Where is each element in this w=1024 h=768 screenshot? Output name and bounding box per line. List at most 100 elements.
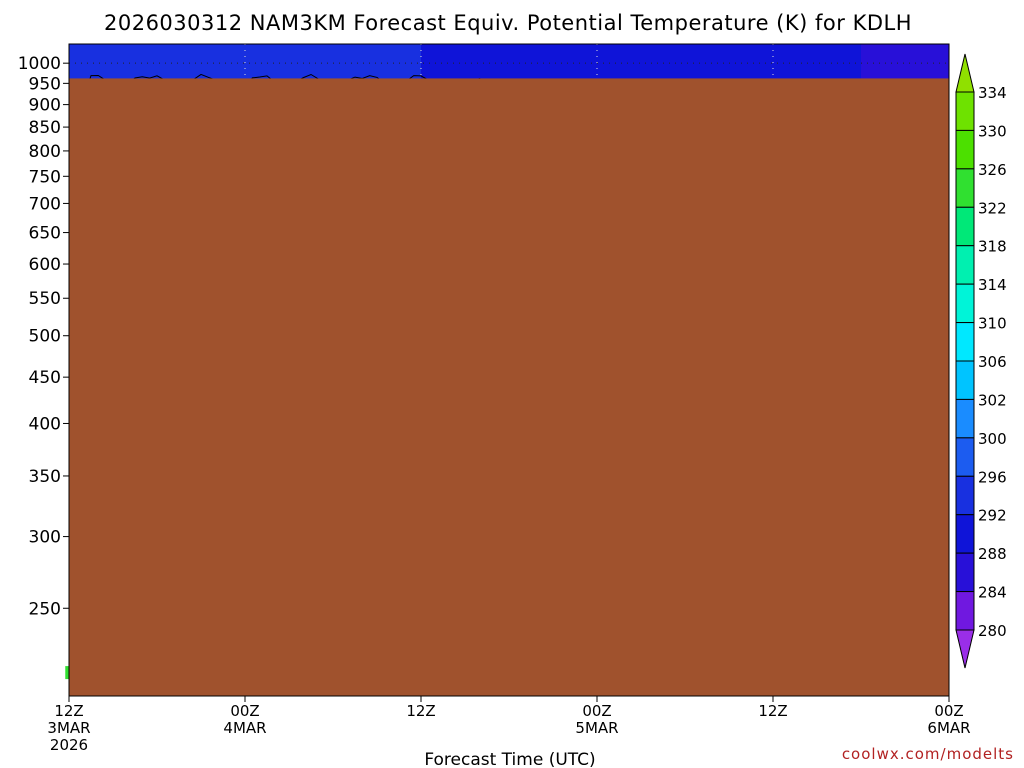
field-cell [733,64,742,69]
field-cell [469,52,478,57]
field-cell [341,64,350,69]
field-cell [789,76,798,81]
field-cell [469,76,478,81]
field-cell [541,76,550,81]
field-cell [549,72,558,77]
field-cell [445,52,454,57]
field-cell [589,60,598,65]
field-cell [117,52,126,57]
field-cell [85,48,94,53]
field-cell [221,64,230,69]
field-cell [549,76,558,81]
field-cell [813,52,822,57]
field-cell [397,64,406,69]
field-cell [69,56,78,61]
field-cell [509,48,518,53]
field-cell [829,72,838,77]
field-cell [181,68,190,73]
field-cell [453,44,462,49]
field-cell [277,68,286,73]
field-cell [757,44,766,49]
field-cell [549,64,558,69]
field-cell [917,64,926,69]
field-cell [253,48,262,53]
field-cell [205,44,214,49]
field-cell [645,56,654,61]
field-cell [669,68,678,73]
field-cell [517,76,526,81]
field-cell [605,68,614,73]
field-cell [533,56,542,61]
field-cell [549,68,558,73]
field-cell [125,60,134,65]
field-cell [549,56,558,61]
field-cell [837,76,846,81]
field-cell [85,76,94,81]
field-cell [501,48,510,53]
field-cell [405,44,414,49]
field-cell [621,60,630,65]
field-cell [237,52,246,57]
field-cell [253,68,262,73]
field-cell [237,72,246,77]
field-cell [677,64,686,69]
field-cell [261,60,270,65]
field-cell [205,76,214,81]
field-cell [709,44,718,49]
field-cell [213,60,222,65]
field-cell [933,72,942,77]
field-cell [933,64,942,69]
field-cell [853,76,862,81]
field-cell [885,56,894,61]
field-cell [709,72,718,77]
field-cell [325,72,334,77]
field-cell [77,48,86,53]
field-cell [333,56,342,61]
field-cell [925,72,934,77]
field-cell [125,64,134,69]
field-cell [317,52,326,57]
field-cell [285,64,294,69]
field-cell [389,64,398,69]
field-cell [437,64,446,69]
field-cell [189,44,198,49]
field-cell [701,76,710,81]
field-cell [637,44,646,49]
field-cell [477,68,486,73]
field-cell [597,76,606,81]
field-cell [629,60,638,65]
field-cell [877,76,886,81]
field-cell [909,64,918,69]
field-cell [509,52,518,57]
field-cell [701,52,710,57]
field-cell [629,56,638,61]
field-cell [229,60,238,65]
field-cell [901,76,910,81]
field-cell [93,60,102,65]
field-cell [485,76,494,81]
field-cell [613,44,622,49]
field-cell [341,44,350,49]
field-cell [93,72,102,77]
field-cell [325,60,334,65]
field-cell [773,64,782,69]
field-cell [925,48,934,53]
field-cell [157,72,166,77]
field-cell [901,60,910,65]
field-cell [925,60,934,65]
field-cell [813,48,822,53]
field-cell [669,44,678,49]
field-cell [661,64,670,69]
field-cell [429,64,438,69]
field-cell [221,56,230,61]
field-cell [205,68,214,73]
field-cell [493,76,502,81]
field-cell [365,60,374,65]
field-cell [485,48,494,53]
field-cell [637,76,646,81]
field-cell [349,60,358,65]
field-cell [701,64,710,69]
field-cell [589,68,598,73]
field-cell [669,60,678,65]
field-cell [173,56,182,61]
